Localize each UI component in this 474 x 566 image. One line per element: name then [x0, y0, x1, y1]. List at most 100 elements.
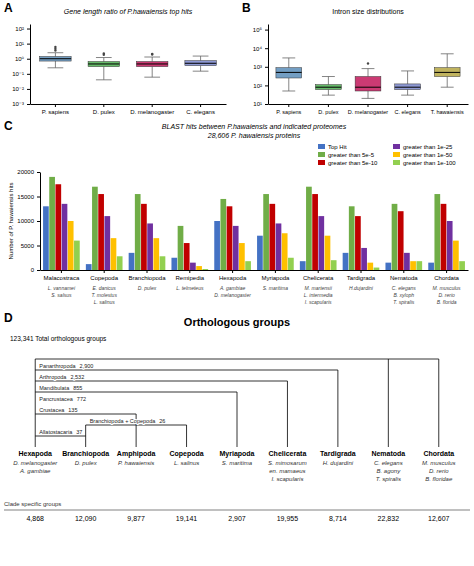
bar [355, 216, 361, 270]
bar [374, 268, 380, 270]
tick-label: Nematoda [390, 275, 418, 281]
median [185, 63, 216, 64]
taxon-label: Chelicerata [269, 450, 307, 457]
whisker [368, 91, 369, 98]
whisker [200, 66, 201, 72]
branch-vertical [85, 436, 86, 447]
species-label: L. telmeteus [176, 285, 204, 291]
bar [392, 204, 398, 270]
bar [227, 206, 233, 270]
whisker [447, 54, 448, 68]
bar [62, 204, 68, 270]
box-body [395, 84, 421, 90]
taxon-label: Copepoda [169, 450, 203, 458]
tick-label: 10¹ [15, 41, 24, 47]
bar [233, 226, 239, 270]
bar [196, 266, 202, 270]
cap [282, 57, 295, 58]
tick-label: Remipedia [175, 275, 204, 281]
species-label: D. rerio [429, 468, 449, 474]
figure: AGene length ratio of P.hawaiensis top h… [0, 0, 474, 566]
bar [416, 261, 422, 270]
whisker [288, 58, 289, 68]
legend-entry: greater than 1e-50 [393, 152, 453, 158]
tick: D. melanogaster [130, 104, 174, 115]
tick-label: 10¹ [253, 101, 262, 107]
tick: 10¹ [253, 101, 268, 107]
bar [410, 261, 416, 270]
box [88, 52, 119, 79]
tick-mark [37, 270, 40, 271]
title: BLAST hits between P.hawaiensis and indi… [162, 123, 347, 131]
tick-mark [328, 104, 329, 107]
box-body [276, 68, 302, 78]
legend-swatch [393, 160, 400, 165]
species-label: en. mamaeus [269, 468, 305, 474]
tick: D. pulex [93, 104, 115, 115]
tick-mark [104, 270, 105, 273]
bar [453, 241, 459, 270]
bar [282, 233, 288, 270]
tick: Hexapoda [219, 270, 247, 281]
bar [245, 261, 251, 270]
whisker [152, 67, 153, 78]
tick-mark [447, 104, 448, 107]
tick: Tardigrada [347, 270, 376, 281]
tick-mark [265, 67, 268, 68]
row-rule [4, 510, 470, 511]
cap [48, 52, 64, 53]
legend-swatch [393, 144, 400, 149]
row-label: Clade specific groups [4, 501, 61, 507]
tick-mark [265, 85, 268, 86]
node-count: 37 [76, 429, 82, 435]
bar [43, 206, 49, 270]
legend-swatch [318, 160, 325, 165]
tick-mark [37, 246, 40, 247]
tick-label: 10⁴ [253, 46, 263, 52]
bar [331, 260, 337, 270]
branches [35, 359, 439, 447]
tick: C. elegans [186, 104, 215, 115]
box [316, 77, 342, 96]
tick: 10⁻¹ [12, 71, 30, 77]
bar [398, 211, 404, 270]
bar [153, 238, 159, 270]
tick-mark [55, 104, 56, 107]
axis-line [40, 173, 41, 271]
bar [49, 177, 55, 270]
cap [322, 76, 335, 77]
median [395, 87, 421, 88]
tick-label: Hexapoda [219, 275, 247, 281]
box [185, 56, 216, 71]
node-count: 772 [77, 396, 86, 402]
branch-vertical [337, 370, 338, 447]
title: Gene length ratio of P.hawaiensis top hi… [64, 8, 193, 16]
box [276, 58, 302, 91]
bar [325, 236, 331, 270]
taxon-label: Nematoda [371, 450, 405, 457]
tick: Nematoda [390, 270, 418, 281]
tick-label: 5000 [21, 243, 35, 249]
bar [343, 253, 349, 270]
species-label: M. musculus [422, 460, 456, 466]
bar [367, 263, 373, 270]
species-label: A. gambiae [219, 285, 246, 291]
tick: 15000 [17, 194, 40, 200]
bar [349, 206, 355, 270]
bar [178, 226, 184, 270]
legend: Top Hitgreater than 5e-5greater than 5e-… [318, 144, 456, 166]
species-label: B. floridae [425, 476, 453, 482]
panel-label: B [242, 1, 251, 15]
legend-entry: greater than 5e-10 [318, 160, 378, 166]
flier [151, 53, 153, 55]
tick-mark [265, 30, 268, 31]
tick-label: 10² [15, 26, 24, 32]
median [316, 87, 342, 88]
branch-vertical [388, 359, 389, 447]
bar [434, 194, 440, 270]
tick-mark [368, 104, 369, 107]
bar [428, 263, 434, 270]
species-label: T. spiralis [393, 299, 414, 305]
whisker [288, 78, 289, 91]
node-count: 135 [68, 407, 77, 413]
